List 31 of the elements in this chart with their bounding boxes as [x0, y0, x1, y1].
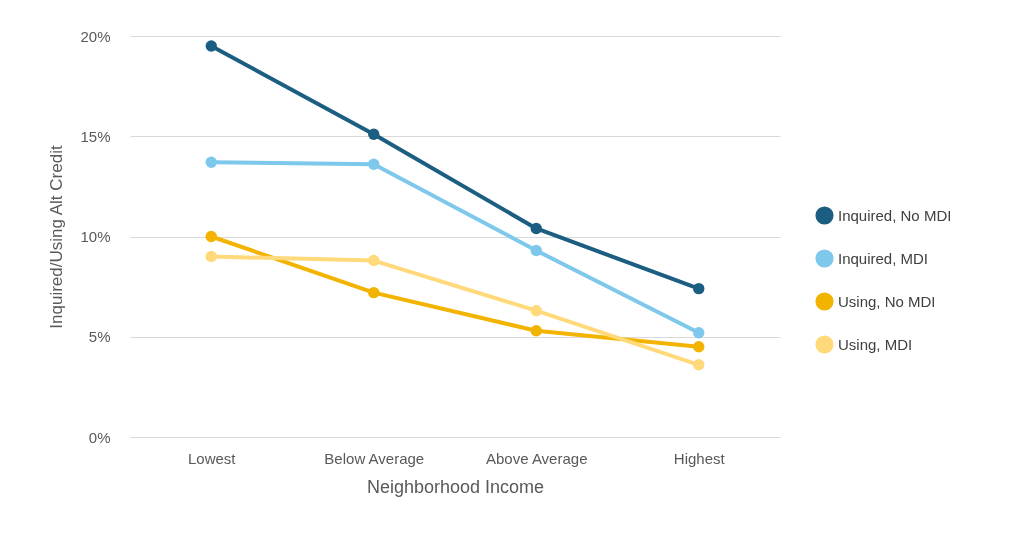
y-tick-label: 15% [80, 127, 111, 145]
point [368, 254, 380, 267]
point [368, 286, 380, 299]
legend-label: Inquired, No MDI [838, 206, 952, 224]
point [693, 359, 705, 371]
legend-label: Using, No MDI [838, 292, 936, 310]
y-axis-title: Inquired/Using Alt Credit [47, 145, 67, 329]
x-tick-label: Above Average [486, 449, 588, 467]
x-tick-label: Lowest [187, 449, 237, 467]
x-tick-label: Highest [673, 449, 726, 467]
y-tick-label: 10% [80, 228, 111, 245]
y-tick-label: 5% [88, 328, 111, 346]
y-tick-label: 0% [88, 428, 111, 446]
point [530, 244, 542, 257]
y-tick-label: 20% [80, 27, 111, 45]
x-tick-label: Below Average [324, 449, 425, 467]
point [693, 282, 705, 295]
legend-label: Inquired, MDI [838, 249, 929, 267]
legend-label: Using, MDI [838, 335, 913, 353]
point [693, 341, 705, 353]
point [205, 40, 217, 52]
point [693, 327, 705, 339]
point [205, 156, 217, 168]
x-axis-title: Neighborhood Income [366, 476, 545, 497]
point [368, 128, 380, 140]
point [368, 158, 380, 171]
point [530, 222, 542, 235]
point [530, 325, 542, 337]
point [530, 305, 542, 317]
point [205, 230, 217, 243]
point [205, 250, 217, 263]
